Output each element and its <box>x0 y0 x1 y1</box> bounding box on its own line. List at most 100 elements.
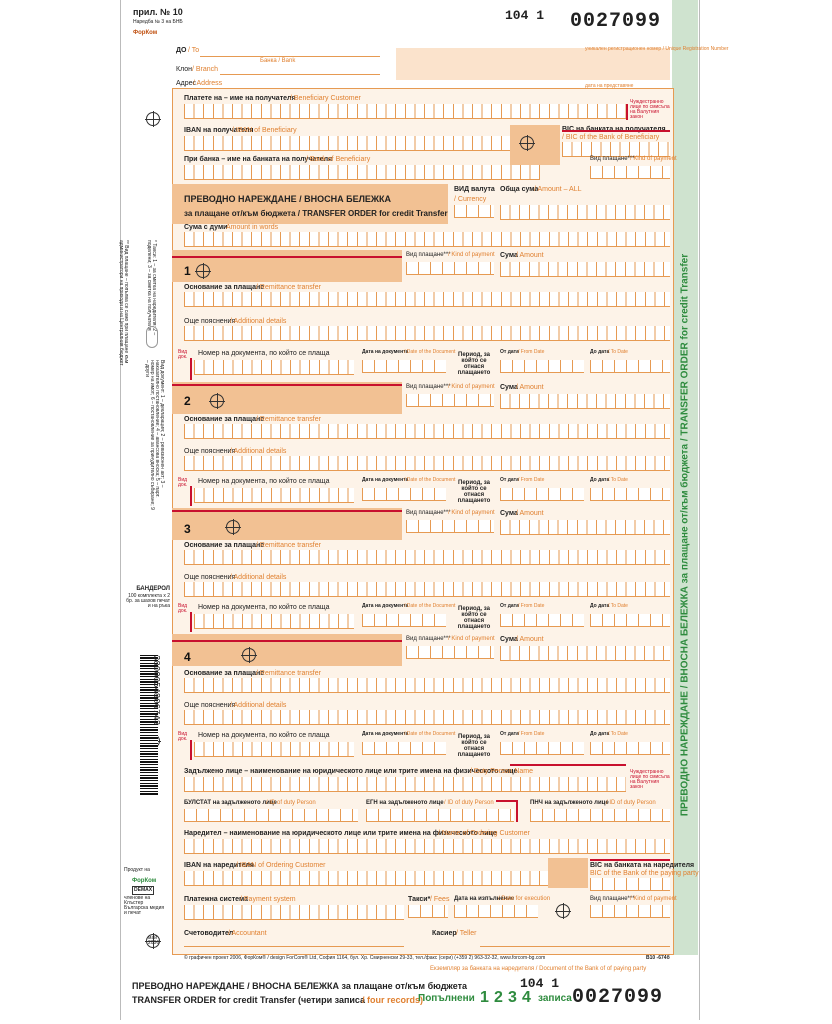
demax-logo: DEMAX <box>132 886 155 895</box>
to-label: ДО <box>176 47 187 54</box>
record-2-checkbox[interactable]: 2 <box>494 989 503 1006</box>
details-field[interactable] <box>184 326 670 341</box>
to-date-field[interactable] <box>590 742 670 755</box>
beneficiary-bic-field[interactable] <box>562 142 670 157</box>
from-date-field[interactable] <box>500 614 584 627</box>
reason-field[interactable] <box>184 424 670 439</box>
kind-payment-field[interactable] <box>590 166 670 179</box>
to-date-field[interactable] <box>590 614 670 627</box>
reason-field[interactable] <box>184 292 670 307</box>
reason-field[interactable] <box>184 550 670 565</box>
registration-cross-icon <box>209 393 225 409</box>
total-amount-field[interactable] <box>500 205 670 220</box>
details-field[interactable] <box>184 456 670 471</box>
doc-date-field[interactable] <box>362 488 446 501</box>
orderer-bic-label-en: BIC of the Bank of the paying party <box>590 870 699 877</box>
amount-field[interactable] <box>500 262 670 277</box>
total-label: Обща сума <box>500 186 539 193</box>
branch-line[interactable] <box>220 74 380 75</box>
doc-type-label: Вид док. <box>178 477 188 488</box>
reason-field[interactable] <box>184 678 670 693</box>
doc-date-label: Дата на документа <box>362 731 409 737</box>
bottom-kind-field[interactable] <box>590 905 670 918</box>
details-label: Още пояснения <box>184 702 236 709</box>
doc-number-field[interactable] <box>194 360 354 375</box>
from-date-label-en: / From Date <box>518 477 545 483</box>
beneficiary-iban-field[interactable] <box>184 136 510 151</box>
doc-number-field[interactable] <box>194 614 354 629</box>
from-date-field[interactable] <box>500 360 584 373</box>
amount-field[interactable] <box>500 520 670 535</box>
kind-payment-field[interactable] <box>406 394 494 407</box>
bandarol-note: 100 комплекта x 2 бр. за шахов печат и н… <box>126 593 170 609</box>
iban-bic-divider <box>510 125 560 165</box>
details-label: Още пояснения <box>184 448 236 455</box>
amount-words-field[interactable] <box>184 232 670 247</box>
words-label-en: Amount in words <box>226 224 279 231</box>
doc-date-field[interactable] <box>362 360 446 373</box>
to-date-label: До дата <box>590 731 610 737</box>
doc-number-field[interactable] <box>194 488 354 503</box>
from-date-label: От дата <box>500 731 519 737</box>
record-4-checkbox[interactable]: 4 <box>522 989 531 1006</box>
currency-label: ВИД валута <box>454 186 495 193</box>
reason-label-en: / Remittance transfer <box>256 416 321 423</box>
orderer-field[interactable] <box>184 839 670 854</box>
currency-field[interactable] <box>454 205 494 218</box>
egn-field[interactable] <box>366 809 514 822</box>
doc-number-field[interactable] <box>194 742 354 757</box>
kind-payment-field[interactable] <box>406 520 494 533</box>
record-1-checkbox[interactable]: 1 <box>480 989 489 1006</box>
pnch-field[interactable] <box>530 809 670 822</box>
kind-payment-field[interactable] <box>406 646 494 659</box>
bulstat-field[interactable] <box>184 809 358 822</box>
kind-payment-field[interactable] <box>406 262 494 275</box>
cashier-label: Касиер <box>432 930 457 937</box>
doc-date-label-en: / Date of the Document <box>404 731 456 737</box>
accountant-signature-line[interactable] <box>184 946 404 947</box>
orderer-iban-field[interactable] <box>184 871 548 886</box>
cashier-signature-line[interactable] <box>480 946 670 947</box>
to-date-field[interactable] <box>590 488 670 501</box>
to-label-en: / To <box>188 47 200 54</box>
duty-person-field[interactable] <box>184 777 626 792</box>
details-field[interactable] <box>184 710 670 725</box>
forcom-logo: ФорКом <box>132 878 157 884</box>
exec-date-field[interactable] <box>454 905 538 918</box>
foreign-note-2: Чуждестранно лице по смисъла на Валутния… <box>630 769 670 790</box>
doc-date-field[interactable] <box>362 742 446 755</box>
top-serial-number: 0027099 <box>570 10 662 33</box>
beneficiary-name-field[interactable] <box>184 104 626 119</box>
registration-box <box>396 48 670 80</box>
beneficiary-bank-field[interactable] <box>184 165 540 180</box>
bank-label-en: Банка / Bank <box>260 58 296 64</box>
note-kind-payment: ** Вид плащане – попълва се само при пла… <box>118 240 129 366</box>
note-doc-type: Вид документ: 1 – декларация; 2 – ревизи… <box>144 360 165 510</box>
details-field[interactable] <box>184 582 670 597</box>
from-date-label-en: / From Date <box>518 603 545 609</box>
amount-field[interactable] <box>500 394 670 409</box>
doc-number-label: Номер на документа, по който се плаща <box>198 350 330 357</box>
from-date-field[interactable] <box>500 488 584 501</box>
record-3-checkbox[interactable]: 3 <box>508 989 517 1006</box>
amount-field[interactable] <box>500 646 670 661</box>
fees-field[interactable] <box>408 905 448 918</box>
copyright: © графичен проект 2006, ФорКом® / design… <box>184 955 546 961</box>
doc-type-label: Вид док. <box>178 731 188 742</box>
doc-date-field[interactable] <box>362 614 446 627</box>
section-number: 1 <box>184 264 191 278</box>
orderer-bic-field[interactable] <box>590 878 670 891</box>
footer-title-en: TRANSFER ORDER for credit Transfer (чети… <box>132 995 366 1005</box>
payment-system-field[interactable] <box>184 905 404 920</box>
to-line[interactable] <box>200 56 380 57</box>
doc-date-label: Дата на документа <box>362 603 409 609</box>
red-marker <box>626 104 628 120</box>
to-date-label: До дата <box>590 349 610 355</box>
to-date-label-en: / To Date <box>608 349 628 355</box>
from-date-field[interactable] <box>500 742 584 755</box>
pay-to-label: Платете на – име на получателя <box>184 95 296 102</box>
to-date-label: До дата <box>590 477 610 483</box>
to-date-label-en: / To Date <box>608 603 628 609</box>
to-date-field[interactable] <box>590 360 670 373</box>
section-number: 3 <box>184 522 191 536</box>
